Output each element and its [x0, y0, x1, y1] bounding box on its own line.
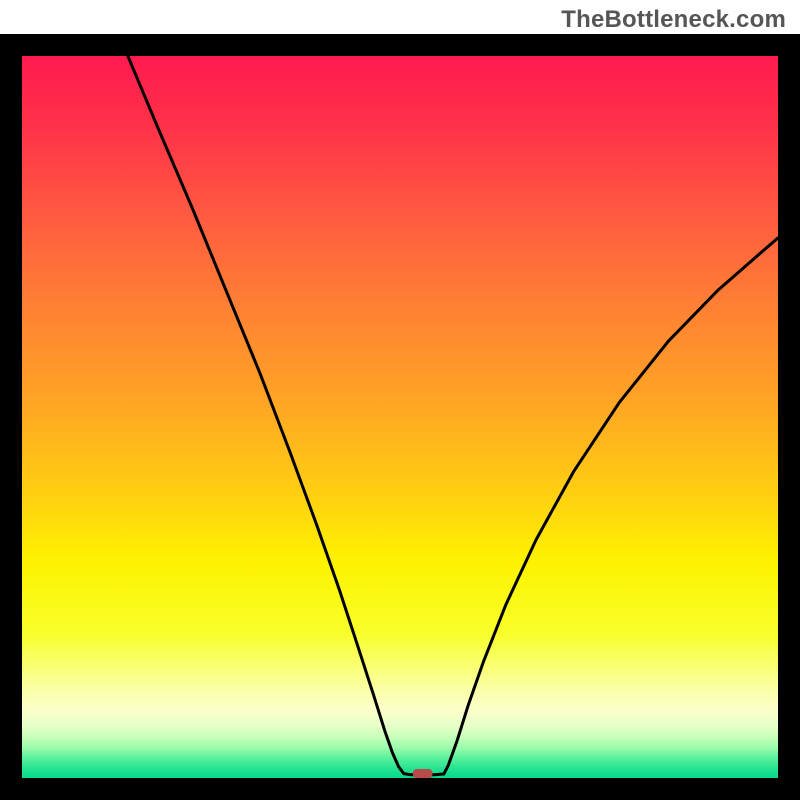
plot-background: [22, 56, 778, 778]
bottleneck-chart: [0, 0, 800, 800]
watermark-text: TheBottleneck.com: [561, 6, 786, 34]
chart-container: { "meta": { "watermark_text": "TheBottle…: [0, 0, 800, 800]
valley-marker: [413, 769, 433, 778]
